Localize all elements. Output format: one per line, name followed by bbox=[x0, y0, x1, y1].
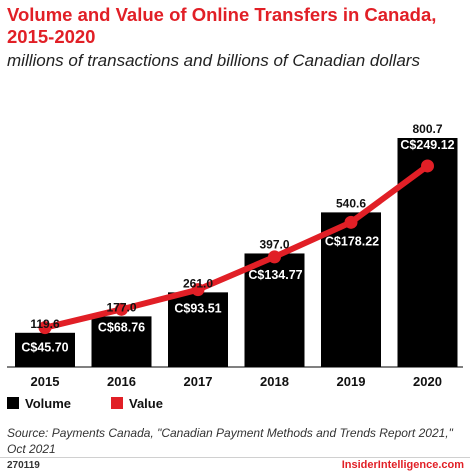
bar-volume-2015 bbox=[15, 332, 75, 367]
chart-id: 270119 bbox=[7, 460, 40, 471]
x-tick-2015: 2015 bbox=[31, 374, 60, 389]
x-tick-2019: 2019 bbox=[337, 374, 366, 389]
x-tick-2018: 2018 bbox=[260, 374, 289, 389]
bar-label-2017: 261.0 bbox=[183, 276, 213, 290]
value-point-2016 bbox=[115, 302, 128, 316]
chart-subtitle: millions of transactions and billions of… bbox=[7, 51, 420, 70]
bar-volume-2018 bbox=[244, 253, 305, 367]
footer-divider bbox=[0, 457, 470, 458]
bar-label-2018: 397.0 bbox=[259, 237, 289, 251]
chart-area: 119.6 177.0 261.0 397.0 540.6 800.7 C$45.70 C$6… bbox=[7, 122, 463, 389]
x-tick-2016: 2016 bbox=[107, 374, 136, 389]
legend-swatch-value bbox=[111, 397, 123, 409]
bar-volume-2017 bbox=[168, 292, 228, 367]
bar-volume-2020 bbox=[397, 138, 458, 367]
chart-title: Volume and Value of Online Transfers in … bbox=[7, 4, 437, 47]
bar-label-2020: 800.7 bbox=[412, 122, 442, 136]
value-label-2015: C$45.70 bbox=[21, 341, 68, 355]
value-point-2018 bbox=[268, 250, 281, 264]
value-line bbox=[42, 162, 431, 331]
x-tick-2020: 2020 bbox=[413, 374, 442, 389]
legend-label-volume: Volume bbox=[25, 396, 71, 411]
value-label-2020: C$249.12 bbox=[400, 138, 454, 152]
legend-swatch-volume bbox=[7, 397, 19, 409]
value-point-2017 bbox=[191, 283, 205, 297]
value-label-2016: C$68.76 bbox=[98, 320, 145, 334]
legend-item-volume: Volume bbox=[7, 396, 71, 411]
value-label-2018: C$134.77 bbox=[248, 268, 302, 282]
brand-logo: InsiderIntelligence.com bbox=[341, 459, 464, 471]
source-note: Source: Payments Canada, "Canadian Payme… bbox=[7, 426, 453, 456]
legend-label-value: Value bbox=[129, 396, 163, 411]
bar-volume-2019 bbox=[321, 212, 381, 367]
value-point-2015 bbox=[38, 321, 52, 335]
bar-label-2019: 540.6 bbox=[336, 196, 366, 210]
bar-label-2015: 119.6 bbox=[30, 317, 60, 331]
value-point-2019 bbox=[344, 215, 358, 229]
value-label-2017: C$93.51 bbox=[174, 302, 221, 316]
bar-label-2016: 177.0 bbox=[106, 300, 136, 314]
value-label-2019: C$178.22 bbox=[325, 234, 379, 248]
legend-item-value: Value bbox=[111, 396, 163, 411]
value-point-2020 bbox=[421, 159, 434, 173]
bar-volume-2016 bbox=[91, 316, 152, 367]
x-tick-2017: 2017 bbox=[184, 374, 213, 389]
